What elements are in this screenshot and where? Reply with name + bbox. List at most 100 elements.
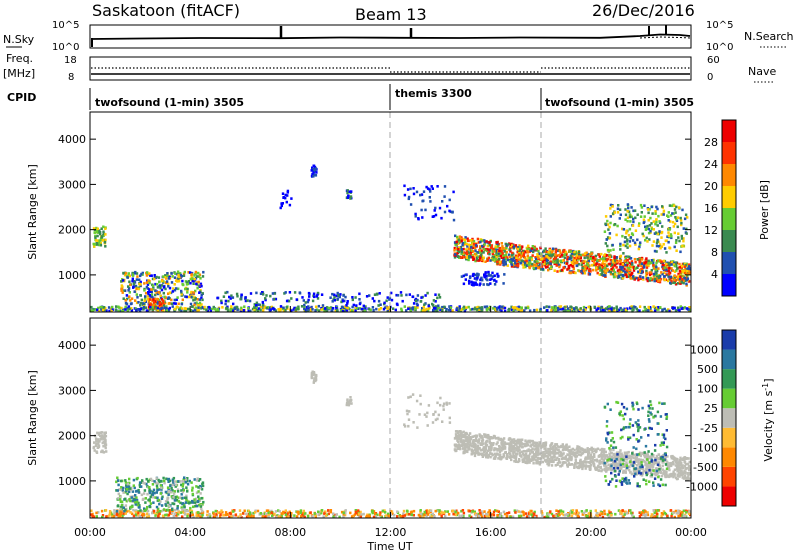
echo-cell bbox=[496, 260, 499, 264]
echo-cell bbox=[632, 456, 635, 460]
echo-cell bbox=[161, 514, 165, 518]
echo-cell bbox=[471, 273, 475, 277]
echo-cell bbox=[640, 211, 643, 214]
echo-cell bbox=[278, 510, 281, 513]
echo-cell bbox=[578, 309, 581, 313]
echo-cell bbox=[626, 219, 629, 223]
echo-cell bbox=[105, 450, 108, 453]
echo-cell bbox=[477, 305, 480, 309]
echo-cell bbox=[299, 509, 303, 512]
echo-cell bbox=[619, 248, 622, 251]
echo-cell bbox=[134, 270, 137, 274]
echo-cell bbox=[482, 283, 485, 286]
echo-cell bbox=[97, 306, 100, 310]
echo-cell bbox=[631, 271, 634, 275]
echo-cell bbox=[644, 238, 647, 242]
echo-cell bbox=[443, 210, 447, 214]
echo-cell bbox=[312, 381, 315, 384]
echo-cell bbox=[141, 481, 145, 484]
echo-cell bbox=[681, 244, 684, 248]
echo-cell bbox=[154, 289, 157, 292]
echo-cell bbox=[458, 235, 462, 238]
echo-cell bbox=[476, 255, 479, 258]
echo-cell bbox=[103, 308, 107, 311]
echo-cell bbox=[229, 308, 233, 311]
echo-cell bbox=[517, 259, 520, 263]
echo-cell bbox=[180, 289, 183, 293]
echo-cell bbox=[674, 241, 678, 244]
echo-cell bbox=[466, 245, 469, 248]
echo-cell bbox=[542, 254, 545, 258]
echo-cell bbox=[657, 275, 660, 278]
echo-cell bbox=[167, 308, 170, 311]
echo-cell bbox=[301, 512, 304, 515]
echo-cell bbox=[610, 255, 613, 259]
echo-cell bbox=[196, 275, 199, 278]
echo-cell bbox=[155, 512, 158, 516]
echo-cell bbox=[192, 282, 195, 285]
echo-cell bbox=[621, 234, 624, 238]
echo-cell bbox=[581, 271, 585, 275]
echo-cell bbox=[127, 289, 130, 292]
echo-cell bbox=[631, 263, 634, 266]
echo-cell bbox=[312, 174, 315, 178]
echo-cell bbox=[518, 252, 521, 255]
echo-cell bbox=[117, 497, 120, 500]
echo-cell bbox=[549, 253, 552, 256]
echo-cell bbox=[188, 295, 191, 299]
echo-cell bbox=[172, 514, 175, 518]
echo-cell bbox=[626, 255, 629, 258]
echo-cell bbox=[638, 260, 641, 264]
echo-cell bbox=[470, 249, 473, 252]
echo-cell bbox=[462, 238, 465, 241]
echo-cell bbox=[622, 228, 626, 231]
echo-cell bbox=[496, 515, 499, 519]
echo-cell bbox=[549, 260, 552, 263]
echo-cell bbox=[331, 300, 334, 303]
echo-cell bbox=[287, 299, 291, 303]
echo-cell bbox=[501, 245, 504, 248]
echo-cell bbox=[649, 271, 652, 274]
echo-cell bbox=[259, 512, 262, 515]
echo-cell bbox=[486, 258, 489, 261]
echo-cell bbox=[268, 306, 271, 309]
echo-cell bbox=[552, 514, 555, 518]
echo-cell bbox=[655, 244, 659, 248]
echo-cell bbox=[555, 509, 558, 512]
echo-cell bbox=[477, 241, 481, 244]
echo-cell bbox=[660, 236, 663, 239]
echo-cell bbox=[480, 510, 483, 513]
echo-cell bbox=[119, 507, 122, 511]
echo-cell bbox=[171, 478, 175, 481]
echo-cell bbox=[605, 238, 608, 241]
echo-cell bbox=[342, 307, 345, 311]
echo-cell bbox=[440, 514, 443, 518]
echo-cell bbox=[146, 505, 149, 509]
echo-cell bbox=[293, 306, 296, 310]
echo-cell bbox=[657, 267, 660, 270]
echo-cell bbox=[497, 252, 501, 255]
echo-cell bbox=[116, 489, 119, 492]
echo-cell bbox=[91, 512, 95, 516]
echo-cell bbox=[181, 496, 184, 500]
echo-cell bbox=[541, 460, 545, 464]
echo-cell bbox=[311, 308, 314, 311]
echo-cell bbox=[639, 277, 642, 281]
echo-cell bbox=[451, 309, 454, 312]
echo-cell bbox=[294, 309, 298, 313]
echo-cell bbox=[522, 442, 525, 446]
echo-cell bbox=[644, 263, 647, 267]
echo-cell bbox=[264, 297, 267, 300]
echo-cell bbox=[578, 269, 581, 273]
echo-cell bbox=[168, 306, 171, 310]
echo-cell bbox=[97, 444, 101, 448]
echo-cell bbox=[158, 480, 161, 484]
echo-cell bbox=[626, 262, 629, 265]
echo-cell bbox=[476, 237, 480, 241]
echo-cell bbox=[421, 216, 424, 219]
echo-cell bbox=[550, 512, 554, 516]
echo-cell bbox=[164, 513, 167, 517]
echo-cell bbox=[686, 267, 689, 270]
echo-cell bbox=[516, 250, 519, 254]
echo-cell bbox=[154, 496, 157, 499]
